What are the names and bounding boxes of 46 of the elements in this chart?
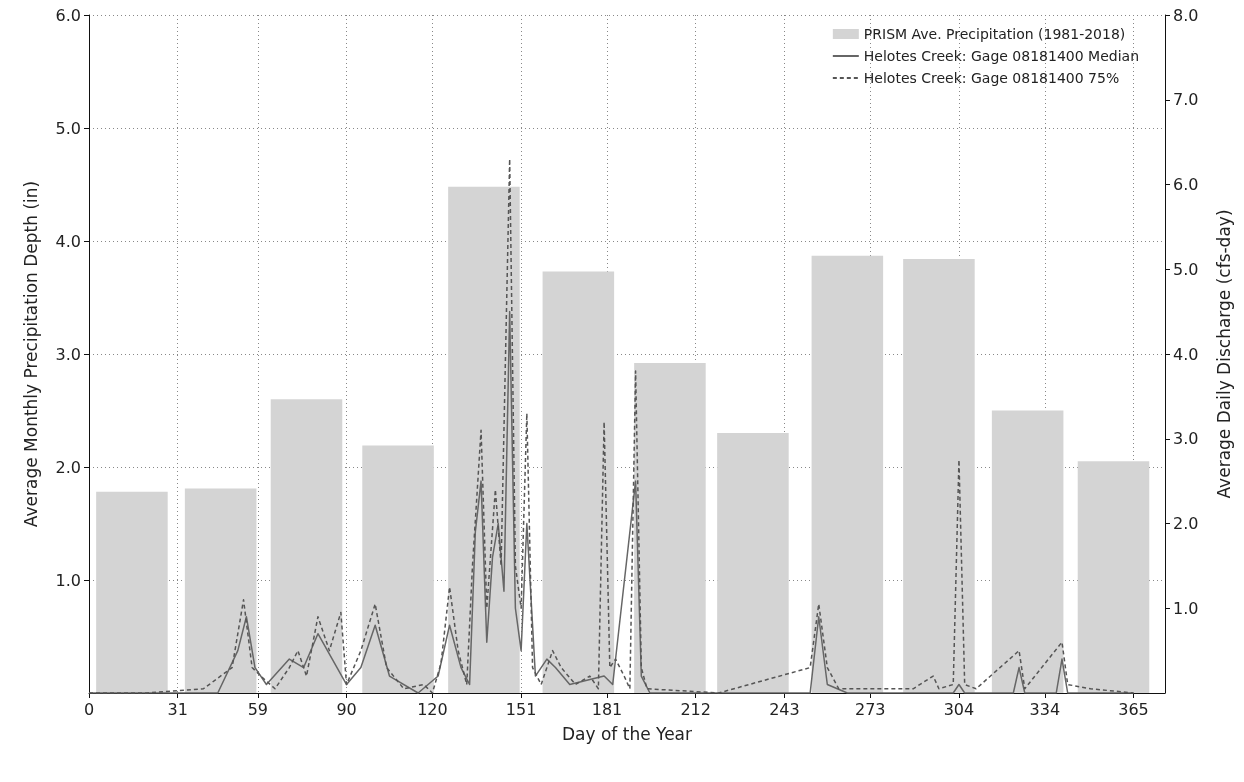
y2-tick-label: 8.0 [1173, 5, 1199, 25]
x-tick-label: 151 [505, 699, 537, 719]
x-tick-label: 120 [417, 699, 448, 719]
y-tick-label: 3.0 [55, 344, 81, 364]
y2-axis-title: Average Daily Discharge (cfs-day) [1213, 209, 1234, 499]
bar [362, 445, 434, 693]
y-tick-label: 4.0 [55, 231, 81, 251]
bar [991, 410, 1064, 693]
y-tick-label: 5.0 [55, 118, 81, 138]
y-tick-label: 2.0 [55, 457, 81, 477]
bar [184, 488, 257, 693]
bar [1077, 461, 1150, 693]
y2-tick-label: 5.0 [1173, 259, 1199, 279]
x-tick-label: 0 [83, 699, 95, 719]
x-axis-title: Day of the Year [561, 723, 693, 744]
y-axis-title: Average Monthly Precipitation Depth (in) [20, 180, 41, 528]
legend-label: PRISM Ave. Precipitation (1981-2018) [863, 26, 1126, 42]
y2-tick-label: 2.0 [1173, 514, 1199, 533]
x-tick-label: 181 [591, 699, 623, 719]
x-tick-label: 31 [167, 699, 188, 719]
y2-tick-label: 4.0 [1173, 344, 1199, 364]
x-tick-label: 304 [943, 699, 975, 719]
bar [270, 399, 343, 693]
y2-tick-label: 1.0 [1173, 598, 1199, 618]
bar [903, 259, 975, 693]
x-tick-label: 59 [247, 699, 269, 719]
x-tick-label: 273 [854, 699, 886, 719]
y2-tick-label: 6.0 [1173, 175, 1199, 194]
x-tick-label: 334 [1029, 699, 1061, 719]
legend-label: Helotes Creek: Gage 08181400 75% [863, 70, 1120, 86]
legend-label: Helotes Creek: Gage 08181400 Median [863, 48, 1140, 64]
bar [634, 363, 706, 693]
bar [542, 271, 615, 693]
bar [96, 491, 168, 693]
y-tick-label: 6.0 [55, 5, 81, 25]
bar [811, 255, 884, 693]
y2-tick-label: 7.0 [1173, 90, 1199, 110]
y2-tick-label: 3.0 [1173, 429, 1199, 449]
bar [717, 433, 789, 693]
y-tick-label: 1.0 [55, 570, 81, 590]
bar [448, 186, 520, 693]
x-tick-label: 243 [769, 699, 800, 719]
x-tick-label: 90 [336, 699, 357, 719]
line-series [88, 158, 1135, 694]
x-tick-label: 212 [680, 699, 711, 719]
x-tick-label: 365 [1118, 699, 1149, 719]
